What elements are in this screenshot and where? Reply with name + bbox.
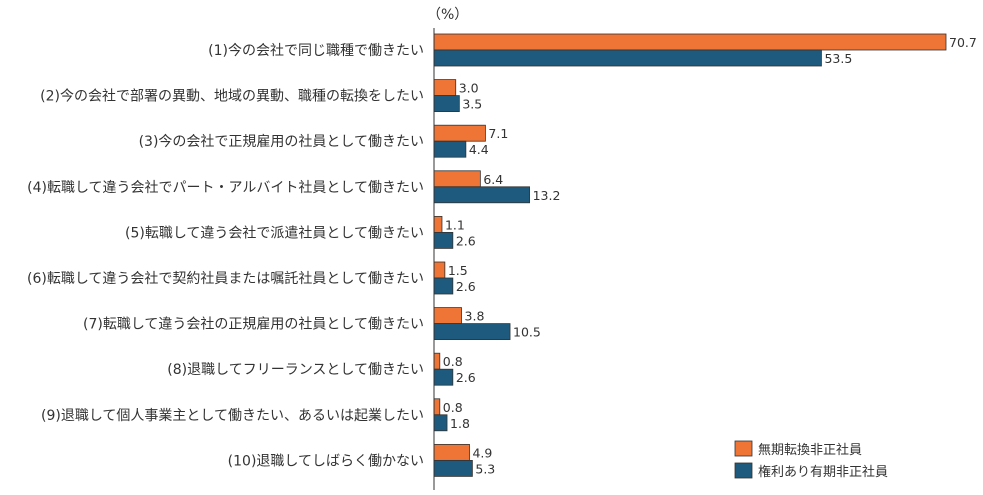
- unit-label: （%）: [427, 7, 468, 23]
- value-label-series-2: 2.6: [456, 233, 476, 248]
- bar-series-2: [433, 414, 448, 432]
- value-label-series-2: 2.6: [456, 279, 476, 294]
- bar-series-2: [433, 186, 530, 204]
- legend: 無期転換非正社員 権利あり有期非正社員: [734, 440, 888, 480]
- bar-series-1: [433, 443, 470, 461]
- value-label-series-1: 3.0: [459, 81, 479, 96]
- bar-series-1: [433, 352, 441, 370]
- bar-series-1: [433, 307, 462, 325]
- category-label: (10)退職してしばらく働かない: [228, 453, 424, 469]
- value-label-series-1: 1.5: [448, 263, 468, 278]
- bar-series-1: [433, 398, 441, 416]
- category-label: (5)転職して違う会社で派遣社員として働きたい: [125, 225, 424, 241]
- value-labels: 70.753.53.03.57.14.46.413.21.12.61.52.63…: [443, 35, 977, 476]
- legend-swatch-series-1: [734, 440, 753, 457]
- category-label: (3)今の会社で正規雇用の社員として働きたい: [139, 133, 424, 150]
- category-label: (9)退職して個人事業主として働きたい、あるいは起業したい: [41, 408, 424, 424]
- value-label-series-2: 4.4: [469, 142, 489, 157]
- value-label-series-1: 0.8: [443, 400, 463, 415]
- value-label-series-1: 6.4: [483, 172, 503, 187]
- bar-series-2: [433, 323, 511, 341]
- value-label-series-2: 1.8: [450, 416, 470, 431]
- legend-label-series-1: 無期転換非正社員: [758, 442, 862, 458]
- value-label-series-2: 13.2: [533, 188, 561, 203]
- value-label-series-1: 3.8: [465, 309, 485, 324]
- bar-series-2: [433, 277, 454, 295]
- value-label-series-2: 10.5: [513, 325, 541, 340]
- category-label: (1)今の会社で同じ職種で働きたい: [208, 43, 424, 59]
- category-label: (8)退職してフリーランスとして働きたい: [167, 362, 424, 378]
- bar-series-2: [433, 231, 454, 249]
- bar-series-1: [433, 215, 443, 233]
- value-label-series-2: 53.5: [824, 51, 852, 66]
- bar-series-1: [433, 79, 457, 96]
- bars-group: [433, 33, 947, 477]
- legend-swatch-series-2: [734, 462, 753, 479]
- value-label-series-1: 7.1: [488, 126, 508, 141]
- value-label-series-1: 0.8: [443, 354, 463, 369]
- bar-series-2: [433, 95, 460, 112]
- value-label-series-2: 2.6: [456, 370, 476, 385]
- category-label: (7)転職して違う会社の正規雇用の社員として働きたい: [83, 316, 424, 333]
- bar-series-2: [433, 49, 822, 67]
- bar-series-1: [433, 261, 446, 279]
- bar-series-2: [433, 140, 467, 158]
- value-label-series-1: 1.1: [445, 217, 465, 232]
- value-label-series-2: 3.5: [462, 97, 482, 112]
- value-label-series-2: 5.3: [475, 461, 495, 476]
- category-label: (4)転職して違う会社でパート・アルバイト社員として働きたい: [27, 180, 424, 196]
- category-label: (2)今の会社で部署の異動、地域の異動、職種の転換をしたい: [40, 89, 424, 105]
- bar-series-2: [433, 459, 473, 477]
- bar-series-1: [433, 170, 481, 188]
- bar-series-2: [433, 368, 454, 386]
- value-label-series-1: 70.7: [949, 35, 977, 50]
- legend-label-series-2: 権利あり有期非正社員: [758, 464, 888, 480]
- bar-series-1: [433, 33, 947, 51]
- category-label: (6)転職して違う会社で契約社員または嘱託社員として働きたい: [27, 271, 424, 287]
- category-labels: (1)今の会社で同じ職種で働きたい (2)今の会社で部署の異動、地域の異動、職種の…: [27, 43, 424, 469]
- value-label-series-1: 4.9: [472, 445, 492, 460]
- bar-series-1: [433, 124, 486, 142]
